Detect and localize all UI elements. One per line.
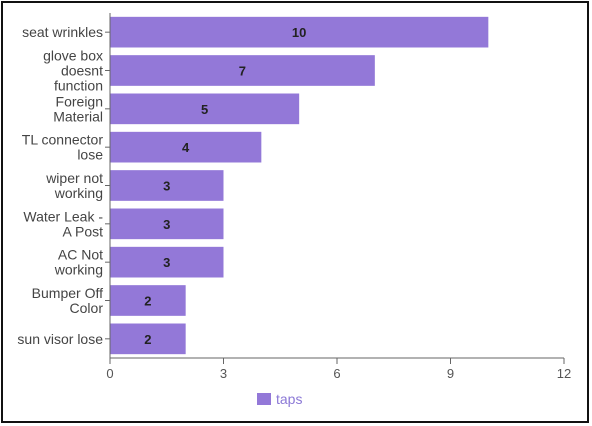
- bar-9: [110, 323, 186, 355]
- data-label-2: 7: [239, 64, 246, 79]
- category-label-line: Material: [53, 108, 103, 124]
- category-label-line: Water Leak -: [23, 208, 103, 224]
- category-label-6: Water Leak -A Post: [23, 208, 103, 239]
- category-label-line: Color: [70, 300, 104, 316]
- category-label-line: working: [54, 262, 103, 278]
- x-tick-label-6: 6: [333, 366, 340, 381]
- category-label-line: glove box: [43, 48, 103, 64]
- category-label-line: lose: [77, 147, 103, 163]
- legend-swatch: [257, 393, 271, 405]
- x-tick-label-9: 9: [447, 366, 454, 381]
- data-label-1: 10: [292, 25, 306, 40]
- data-label-4: 4: [182, 140, 190, 155]
- category-label-line: wiper not: [45, 170, 103, 186]
- data-label-7: 3: [163, 255, 170, 270]
- data-label-6: 3: [163, 217, 170, 232]
- category-label-line: function: [54, 78, 103, 94]
- category-label-line: working: [54, 185, 103, 201]
- data-label-3: 5: [201, 102, 208, 117]
- data-label-8: 2: [144, 294, 151, 309]
- x-tick-label-3: 3: [220, 366, 227, 381]
- legend-label: taps: [276, 391, 302, 407]
- x-tick-label-12: 12: [557, 366, 571, 381]
- category-label-line: seat wrinkles: [22, 24, 103, 40]
- bar-2: [110, 55, 375, 86]
- category-label-9: sun visor lose: [17, 331, 103, 347]
- bar-6: [110, 208, 224, 240]
- data-label-5: 3: [163, 179, 170, 194]
- category-label-1: seat wrinkles: [22, 24, 103, 40]
- category-label-line: A Post: [63, 223, 104, 239]
- category-label-line: Foreign: [56, 93, 103, 109]
- category-label-line: sun visor lose: [17, 331, 103, 347]
- bar-1: [110, 16, 489, 48]
- bar-3: [110, 93, 300, 125]
- category-label-line: doesnt: [61, 63, 103, 79]
- x-tick-label-0: 0: [106, 366, 113, 381]
- bar-4: [110, 131, 262, 163]
- bar-7: [110, 246, 224, 278]
- bar-5: [110, 170, 224, 201]
- category-label-line: AC Not: [58, 247, 103, 263]
- data-label-9: 2: [144, 332, 151, 347]
- bar-8: [110, 285, 186, 316]
- category-label-line: Bumper Off: [32, 285, 103, 301]
- category-label-line: TL connector: [22, 132, 104, 148]
